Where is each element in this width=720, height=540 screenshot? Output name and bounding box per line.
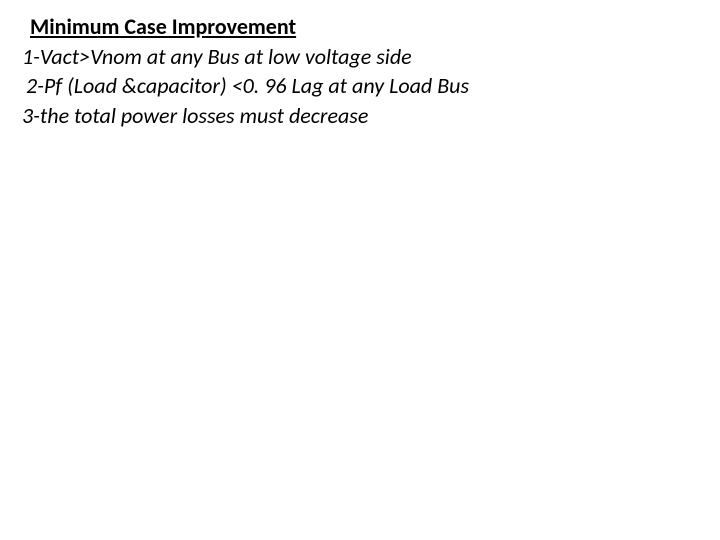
criterion-1: 1-Vact>Vnom at any Bus at low voltage si… <box>22 42 698 72</box>
slide-body: Minimum Case Improvement 1-Vact>Vnom at … <box>0 0 720 540</box>
slide-heading: Minimum Case Improvement <box>22 12 698 42</box>
criterion-2: 2-Pf (Load &capacitor) <0. 96 Lag at any… <box>22 71 698 101</box>
criterion-3: 3-the total power losses must decrease <box>22 101 698 131</box>
